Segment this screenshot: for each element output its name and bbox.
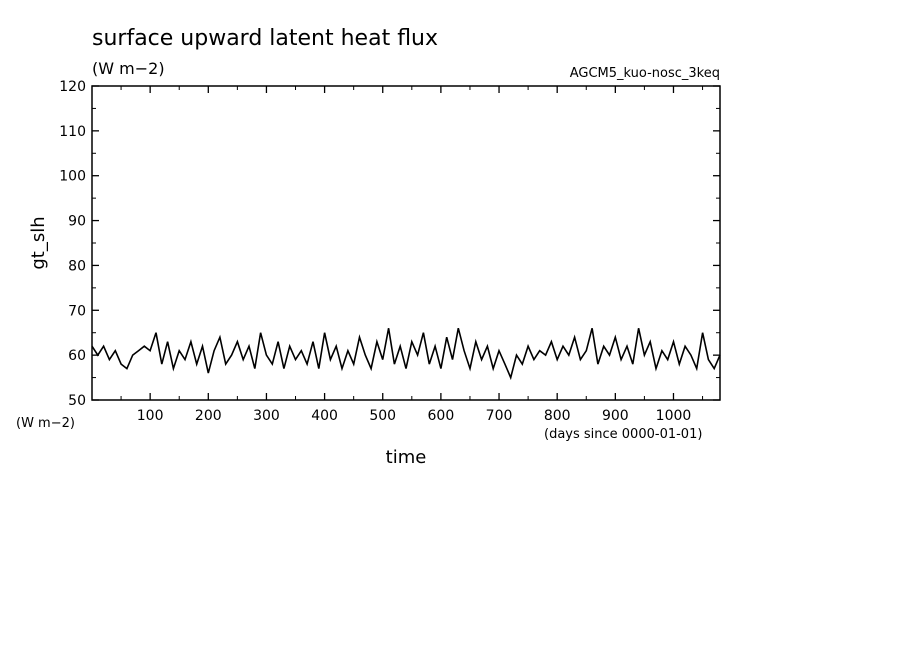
y-axis-title: gt_slh [28, 216, 49, 269]
y-axis-ticks: 50 60 70 80 90 100 110 120 [59, 79, 720, 409]
x-tick-label: 300 [253, 408, 280, 424]
x-tick-label: 100 [137, 408, 164, 424]
x-tick-label: 900 [602, 408, 629, 424]
x-tick-label: 700 [486, 408, 513, 424]
x-tick-label: 200 [195, 408, 222, 424]
y-tick-label: 70 [68, 303, 86, 319]
x-tick-label: 400 [311, 408, 338, 424]
y-tick-label: 80 [68, 258, 86, 274]
chart-title: surface upward latent heat flux [92, 26, 438, 51]
x-tick-label: 600 [428, 408, 455, 424]
series-line [91, 328, 721, 381]
y-tick-label: 50 [68, 393, 86, 409]
y-unit-label: (W m−2) [16, 416, 75, 431]
chart-units-label: (W m−2) [92, 59, 165, 78]
run-label: AGCM5_kuo-nosc_3keq [570, 66, 720, 81]
y-tick-label: 110 [59, 124, 86, 140]
y-tick-label: 90 [68, 214, 86, 230]
x-axis-title: time [386, 447, 427, 468]
y-tick-label: 60 [68, 348, 86, 364]
x-tick-label: 1000 [656, 408, 692, 424]
y-tick-label: 120 [59, 79, 86, 95]
x-axis-ticks: 100 200 300 400 500 600 700 800 900 1000 [120, 86, 704, 424]
x-unit-label: (days since 0000-01-01) [544, 427, 702, 442]
x-tick-label: 500 [369, 408, 396, 424]
plot-frame [91, 85, 721, 401]
x-tick-label: 800 [544, 408, 571, 424]
y-tick-label: 100 [59, 169, 86, 185]
